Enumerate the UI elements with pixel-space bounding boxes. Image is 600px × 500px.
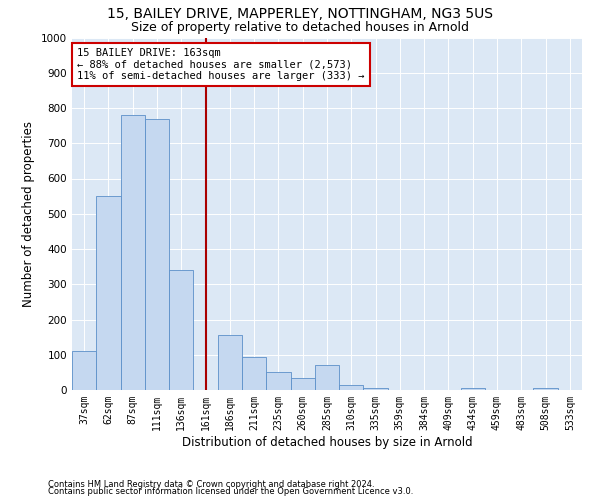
Text: Contains public sector information licensed under the Open Government Licence v3: Contains public sector information licen… <box>48 487 413 496</box>
Bar <box>364 388 388 390</box>
Text: 15 BAILEY DRIVE: 163sqm
← 88% of detached houses are smaller (2,573)
11% of semi: 15 BAILEY DRIVE: 163sqm ← 88% of detache… <box>77 48 365 82</box>
Bar <box>169 270 193 390</box>
Bar <box>96 196 121 390</box>
Text: 15, BAILEY DRIVE, MAPPERLEY, NOTTINGHAM, NG3 5US: 15, BAILEY DRIVE, MAPPERLEY, NOTTINGHAM,… <box>107 8 493 22</box>
Bar <box>266 372 290 390</box>
Bar <box>315 366 339 390</box>
Text: Contains HM Land Registry data © Crown copyright and database right 2024.: Contains HM Land Registry data © Crown c… <box>48 480 374 489</box>
Bar <box>533 388 558 390</box>
Bar <box>339 384 364 390</box>
Bar <box>145 118 169 390</box>
Bar <box>290 378 315 390</box>
Bar <box>72 351 96 390</box>
Bar <box>218 336 242 390</box>
Bar <box>242 356 266 390</box>
Y-axis label: Number of detached properties: Number of detached properties <box>22 120 35 306</box>
X-axis label: Distribution of detached houses by size in Arnold: Distribution of detached houses by size … <box>182 436 472 448</box>
Text: Size of property relative to detached houses in Arnold: Size of property relative to detached ho… <box>131 21 469 34</box>
Bar <box>121 115 145 390</box>
Bar <box>461 388 485 390</box>
